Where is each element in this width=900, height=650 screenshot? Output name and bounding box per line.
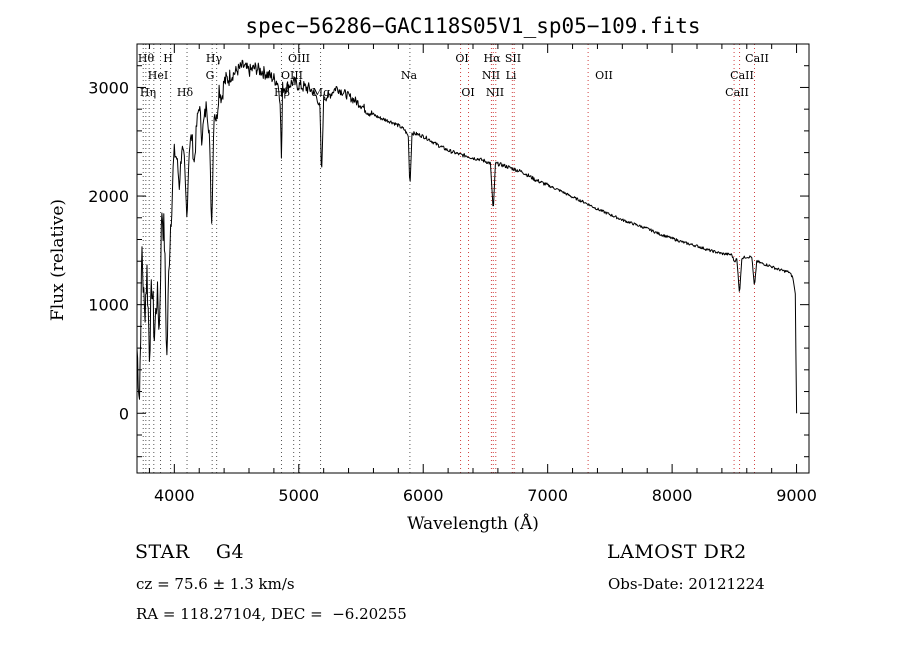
line-label: Hη	[140, 86, 156, 99]
plot-frame	[136, 43, 810, 474]
line-label: NII	[486, 86, 504, 99]
line-label: CaII	[725, 86, 749, 99]
object-class: STAR G4	[135, 541, 245, 563]
line-label: NII	[482, 69, 500, 82]
line-label: H	[163, 52, 173, 65]
x-axis-label: Wavelength (Å)	[407, 513, 539, 534]
x-tick-label: 6000	[403, 486, 444, 505]
x-tick-label: 4000	[154, 486, 195, 505]
line-label: OI	[461, 86, 474, 99]
x-tick-label: 8000	[652, 486, 693, 505]
line-label: HeI	[148, 69, 168, 82]
x-tick-label: 7000	[527, 486, 568, 505]
line-label: OI	[455, 52, 468, 65]
observation-date: Obs-Date: 20121224	[608, 575, 765, 593]
chart-title: spec−56286−GAC118S05V1_sp05−109.fits	[245, 14, 700, 38]
line-label: OII	[595, 69, 613, 82]
y-tick-label: 1000	[88, 296, 129, 315]
y-tick-label: 3000	[88, 78, 129, 97]
line-label: SII	[505, 52, 521, 65]
line-label: Hδ	[177, 86, 194, 99]
spectral-line-markers	[142, 44, 755, 473]
x-tick-label: 5000	[278, 486, 319, 505]
coordinates: RA = 118.27104, DEC = −6.20255	[136, 605, 407, 623]
survey-name: LAMOST DR2	[607, 541, 747, 563]
line-label: Na	[401, 69, 418, 82]
y-axis-label: Flux (relative)	[48, 199, 68, 321]
redshift-value: cz = 75.6 ± 1.3 km/s	[136, 575, 295, 593]
y-tick-label: 0	[119, 404, 129, 423]
y-tick-label: 2000	[88, 187, 129, 206]
line-label: Hθ	[138, 52, 155, 65]
line-label: CaII	[745, 52, 769, 65]
line-label: G	[206, 69, 215, 82]
line-label: CaII	[730, 69, 754, 82]
x-tick-label: 9000	[776, 486, 817, 505]
spectrum-series	[136, 59, 798, 414]
line-label: OIII	[281, 69, 303, 82]
axis-ticks: 4000 5000 6000 7000 8000 9000 0 1000 2000 3000	[88, 44, 817, 505]
line-label: Hα	[483, 52, 501, 65]
line-label: Li	[506, 69, 517, 82]
line-label: Hγ	[206, 52, 223, 65]
spectrum-line	[136, 59, 798, 414]
line-label: OIII	[288, 52, 310, 65]
